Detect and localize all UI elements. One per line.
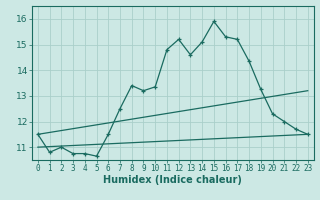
X-axis label: Humidex (Indice chaleur): Humidex (Indice chaleur) [103, 175, 242, 185]
